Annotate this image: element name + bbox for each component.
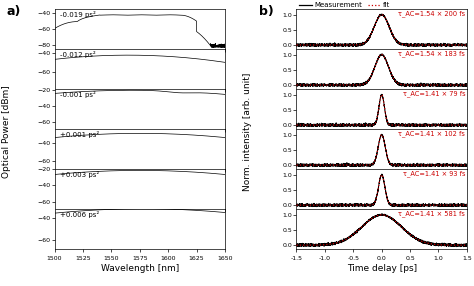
Text: Optical Power [dBm]: Optical Power [dBm] xyxy=(2,85,11,178)
Text: -0.019 ps²: -0.019 ps² xyxy=(60,11,95,17)
Text: +0.001 ps²: +0.001 ps² xyxy=(60,131,99,138)
X-axis label: Time delay [ps]: Time delay [ps] xyxy=(346,264,417,273)
Text: +0.003 ps²: +0.003 ps² xyxy=(60,171,99,178)
Text: τ_AC=1.41 × 581 fs: τ_AC=1.41 × 581 fs xyxy=(398,210,465,217)
Text: τ_AC=1.54 × 183 fs: τ_AC=1.54 × 183 fs xyxy=(398,50,465,57)
Text: τ_AC=1.41 × 102 fs: τ_AC=1.41 × 102 fs xyxy=(398,130,465,137)
Text: b): b) xyxy=(259,5,274,18)
Text: τ_AC=1.54 × 200 fs: τ_AC=1.54 × 200 fs xyxy=(398,10,465,17)
Text: -0.012 ps²: -0.012 ps² xyxy=(60,51,95,57)
Text: +0.006 ps²: +0.006 ps² xyxy=(60,211,99,218)
Text: τ_AC=1.41 × 79 fs: τ_AC=1.41 × 79 fs xyxy=(402,90,465,97)
Text: τ_AC=1.41 × 93 fs: τ_AC=1.41 × 93 fs xyxy=(403,170,465,177)
X-axis label: Wavelength [nm]: Wavelength [nm] xyxy=(100,264,179,273)
Text: Norm. intensity [arb. unit]: Norm. intensity [arb. unit] xyxy=(243,72,252,191)
Text: -0.001 ps²: -0.001 ps² xyxy=(60,91,95,98)
Text: a): a) xyxy=(7,5,21,18)
Legend: Measurement, fit: Measurement, fit xyxy=(297,0,393,11)
